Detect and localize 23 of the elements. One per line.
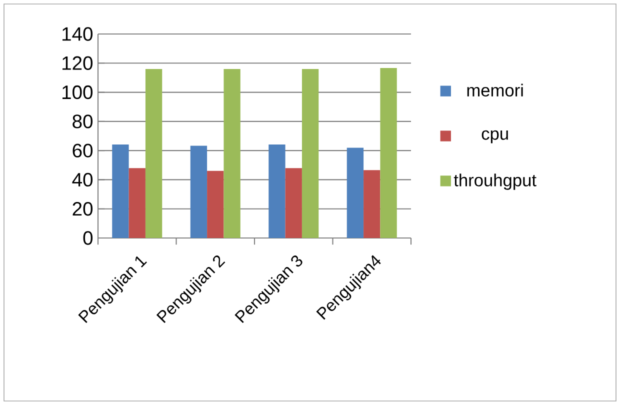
bar [268,144,286,238]
y-tick-label: 80 [72,114,93,128]
y-tick-label: 140 [62,27,93,41]
bar [224,68,240,238]
y-tick-label: 100 [62,85,93,100]
bar [302,68,319,238]
y-tick-label: 20 [72,202,93,216]
bar [190,146,208,238]
legend-label: cpu [482,130,508,144]
y-tick-label: 0 [83,231,93,245]
bar [364,170,380,238]
legend-label: memori [467,84,523,97]
bar [128,168,146,238]
y-tick-label: 60 [72,144,93,158]
y-tick-label: 120 [62,56,93,70]
bar [112,144,129,238]
bar [145,68,162,238]
bar [380,68,397,238]
bar [346,148,364,238]
bar [285,168,302,238]
y-tick-label: 40 [72,172,93,187]
bar [207,170,224,238]
legend-label: throuhgput [454,174,536,190]
